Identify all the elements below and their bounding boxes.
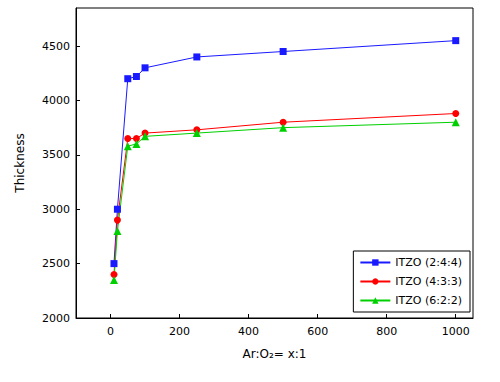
svg-text:200: 200	[169, 325, 190, 338]
svg-text:3000: 3000	[42, 203, 70, 216]
svg-text:ITZO (4:3:3): ITZO (4:3:3)	[395, 275, 462, 288]
svg-text:Ar:O₂= x:1: Ar:O₂= x:1	[243, 347, 307, 361]
svg-text:4000: 4000	[42, 94, 70, 107]
svg-text:2000: 2000	[42, 312, 70, 325]
svg-text:ITZO (2:4:4): ITZO (2:4:4)	[395, 256, 462, 269]
svg-text:ITZO (6:2:2): ITZO (6:2:2)	[395, 294, 462, 307]
svg-text:3500: 3500	[42, 148, 70, 161]
svg-text:Thickness: Thickness	[13, 133, 27, 193]
svg-text:1000: 1000	[442, 325, 470, 338]
svg-text:400: 400	[238, 325, 259, 338]
svg-text:600: 600	[307, 325, 328, 338]
svg-text:0: 0	[107, 325, 114, 338]
svg-text:2500: 2500	[42, 257, 70, 270]
svg-text:800: 800	[376, 325, 397, 338]
svg-text:4500: 4500	[42, 40, 70, 53]
